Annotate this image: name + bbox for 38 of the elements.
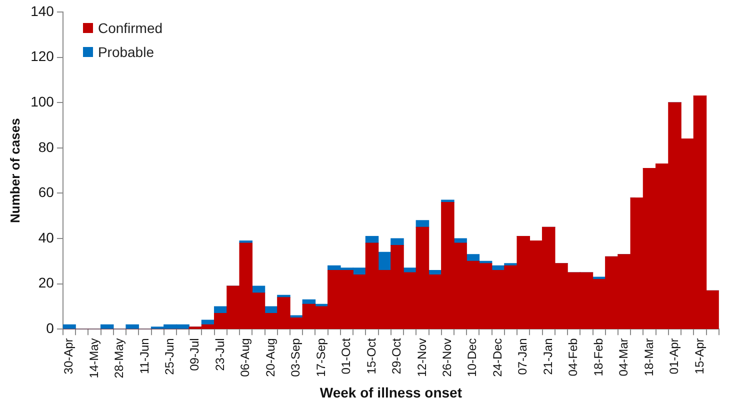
x-tick-label: 06-Aug [238, 338, 252, 377]
x-tick-label: 21-Jan [540, 338, 555, 375]
x-tick-label: 17-Sep [314, 338, 328, 377]
y-tick-label: 120 [30, 48, 54, 64]
x-tick-label: 12-Nov [414, 338, 429, 377]
x-tick-label: 30-Apr [62, 338, 76, 374]
x-tick-label: 07-Jan [516, 338, 530, 375]
y-tick-label: 80 [38, 138, 54, 155]
x-tick-label: 03-Sep [288, 338, 303, 377]
x-axis-title: Week of illness onset [320, 384, 462, 400]
y-axis-title: Number of cases [7, 118, 22, 223]
x-tick-label: 18-Feb [591, 338, 606, 376]
y-tick-label: 140 [30, 2, 54, 19]
x-tick-label: 15-Apr [692, 338, 706, 374]
x-tick-label: 29-Oct [390, 338, 404, 374]
x-tick-label: 01-Apr [667, 338, 682, 374]
x-tick-label: 10-Dec [465, 338, 480, 377]
y-tick-label: 60 [38, 184, 54, 200]
x-tick-label: 11-Jun [137, 338, 152, 374]
y-tick-label: 100 [30, 93, 54, 110]
y-tick-label: 0 [46, 320, 54, 336]
x-tick-label: 15-Oct [364, 338, 378, 374]
x-tick-label: 01-Oct [339, 338, 354, 374]
x-tick-label: 24-Dec [490, 338, 504, 377]
legend-label: Probable [98, 44, 154, 60]
x-tick-label: 23-Jul [212, 338, 227, 371]
y-tick-label: 40 [38, 229, 54, 246]
x-tick-label: 09-Jul [188, 338, 202, 371]
x-tick-label: 25-Jun [162, 338, 176, 375]
x-tick-label: 20-Aug [263, 338, 278, 377]
x-tick-label: 28-May [112, 338, 126, 378]
x-tick-label: 26-Nov [440, 338, 454, 377]
x-tick-label: 04-Mar [616, 338, 631, 376]
y-tick-label: 20 [38, 274, 54, 291]
x-tick-label: 18-Mar [642, 338, 656, 376]
x-tick-label: 04-Feb [566, 338, 580, 376]
legend-label: Confirmed [98, 20, 163, 36]
x-tick-label: 14-May [86, 338, 101, 378]
